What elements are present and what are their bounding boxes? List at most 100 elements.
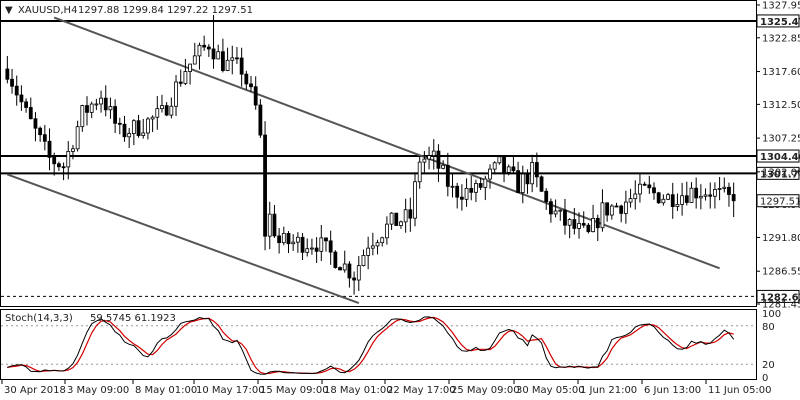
candle-down xyxy=(19,94,24,103)
price-panel[interactable] xyxy=(0,0,757,307)
candle-up xyxy=(66,150,71,168)
candle-up xyxy=(464,187,469,200)
candle-up xyxy=(267,213,272,237)
time-axis-label: 8 May 01:00 xyxy=(135,385,197,396)
candle-up xyxy=(319,237,324,252)
candle-up xyxy=(450,185,455,188)
candle-up xyxy=(169,105,174,116)
candle-down xyxy=(652,187,656,194)
time-axis-label: 18 May 01:00 xyxy=(324,385,393,396)
candle-down xyxy=(436,150,441,169)
candle-up xyxy=(225,59,230,71)
candle-down xyxy=(347,263,352,279)
candle-down xyxy=(249,83,253,88)
candle-up xyxy=(380,237,385,244)
candle-down xyxy=(235,57,239,60)
candle-down xyxy=(502,156,506,173)
level-price-box xyxy=(756,289,800,303)
trendline xyxy=(6,173,360,304)
candle-up xyxy=(216,51,221,60)
candle-up xyxy=(417,161,422,183)
candle-down xyxy=(614,205,619,208)
time-axis-label: 11 Jun 05:00 xyxy=(708,385,772,396)
candle-down xyxy=(586,224,591,233)
chart-ohlc-values: 1297.88 1299.84 1297.22 1297.51 xyxy=(78,5,253,16)
candle-up xyxy=(356,265,361,281)
stochastic-axis-label: 80 xyxy=(762,322,775,333)
candle-down xyxy=(572,219,577,229)
candle-down xyxy=(85,105,89,113)
candle-up xyxy=(403,209,408,223)
candle-down xyxy=(328,240,333,253)
candle-down xyxy=(244,73,249,85)
candle-up xyxy=(305,248,310,253)
candle-down xyxy=(56,163,61,168)
candle-down xyxy=(33,118,38,129)
candle-up xyxy=(558,209,563,212)
candle-down xyxy=(10,78,14,87)
menu-triangle-icon[interactable]: ▼ xyxy=(5,5,13,16)
time-axis-label: 6 Jun 13:00 xyxy=(644,385,701,396)
candle-up xyxy=(689,187,694,203)
stochastic-panel[interactable] xyxy=(0,309,757,380)
candle-up xyxy=(94,103,99,106)
candle-down xyxy=(469,187,474,193)
candle-down xyxy=(352,277,356,281)
candle-down xyxy=(61,166,66,169)
time-axis-label: 3 May 09:00 xyxy=(67,385,129,396)
candle-up xyxy=(675,203,680,207)
candle-down xyxy=(164,105,169,116)
candle-up xyxy=(703,194,708,197)
candle-up xyxy=(666,194,670,200)
candle-down xyxy=(394,212,399,226)
candle-down xyxy=(263,134,267,237)
candle-down xyxy=(113,106,118,124)
candle-up xyxy=(150,116,155,120)
candle-up xyxy=(131,120,136,134)
candle-up xyxy=(422,158,427,163)
candle-up xyxy=(385,223,389,239)
candle-down xyxy=(619,205,624,214)
candle-up xyxy=(506,166,511,173)
candle-down xyxy=(549,201,553,215)
candle-down xyxy=(324,237,328,242)
candle-up xyxy=(661,198,666,204)
candle-up xyxy=(717,188,722,190)
time-axis-label: 1 Jun 21:00 xyxy=(580,385,637,396)
candle-down xyxy=(314,247,319,252)
candle-down xyxy=(338,267,342,271)
candle-down xyxy=(14,85,19,96)
candle-down xyxy=(47,140,52,158)
price-axis-label: 1286.55 xyxy=(762,267,800,278)
candle-down xyxy=(253,86,258,106)
candle-down xyxy=(605,202,610,216)
last-price-box xyxy=(756,194,800,208)
candle-up xyxy=(71,148,75,152)
candle-down xyxy=(28,107,33,120)
candle-up xyxy=(89,103,94,113)
time-axis-label: 15 May 09:00 xyxy=(260,385,329,396)
candle-down xyxy=(103,97,108,111)
candle-down xyxy=(202,44,207,48)
candle-up xyxy=(146,118,150,134)
candle-up xyxy=(141,132,146,136)
price-axis-label: 1302.00 xyxy=(762,167,800,178)
candle-up xyxy=(722,186,727,189)
price-axis-label: 1307.25 xyxy=(762,134,800,145)
candle-up xyxy=(600,202,605,229)
candle-down xyxy=(459,196,464,200)
price-axis-label: 1327.95 xyxy=(762,1,800,12)
candle-down xyxy=(516,170,521,194)
candle-up xyxy=(638,183,642,195)
candle-down xyxy=(24,101,28,108)
candle-up xyxy=(281,233,286,244)
candles-layer xyxy=(5,14,736,295)
stochastic-values: 59.5745 61.1923 xyxy=(90,313,176,324)
candle-up xyxy=(713,189,717,197)
level-price-label: 1282.63 xyxy=(760,292,800,303)
candle-down xyxy=(206,46,211,50)
candle-down xyxy=(595,217,600,229)
candle-up xyxy=(497,156,502,164)
